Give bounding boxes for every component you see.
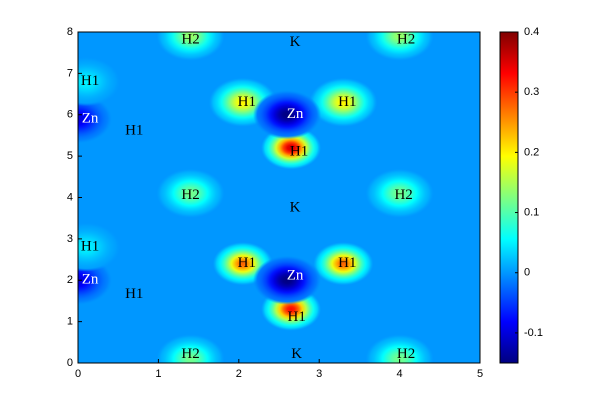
annotation: H1 <box>81 239 99 255</box>
peak <box>365 334 434 363</box>
x-tick-label: 2 <box>236 368 242 380</box>
y-tick-label: 7 <box>67 67 73 79</box>
annotation: H1 <box>125 286 143 302</box>
peak <box>313 242 374 286</box>
annotation: H1 <box>288 309 306 325</box>
y-tick-label: 0 <box>67 357 73 369</box>
peak <box>78 57 121 107</box>
peak <box>253 255 322 305</box>
annotation: Zn <box>287 106 304 122</box>
annotation: H1 <box>125 123 143 139</box>
heatmap-field <box>78 32 480 363</box>
peak <box>156 32 225 61</box>
x-tick-label: 4 <box>397 368 403 380</box>
annotation: H2 <box>397 346 415 362</box>
annotation: Zn <box>82 110 99 126</box>
annotation: H1 <box>338 255 356 271</box>
annotation: H2 <box>397 32 415 48</box>
peak <box>78 222 121 272</box>
annotation: H1 <box>290 143 308 159</box>
annotation: H1 <box>81 73 99 89</box>
annotation: Zn <box>82 272 99 288</box>
y-tick-label: 6 <box>67 109 73 121</box>
x-tick-label: 5 <box>477 368 483 380</box>
annotation: H1 <box>238 255 256 271</box>
peak <box>253 90 322 140</box>
y-tick-label: 1 <box>67 316 73 328</box>
y-tick-label: 2 <box>67 274 73 286</box>
x-tick-label: 3 <box>316 368 322 380</box>
y-tick-label: 4 <box>67 191 73 203</box>
annotation: K <box>290 199 301 215</box>
peak <box>78 94 112 144</box>
colorbar-tick-label: 0.3 <box>524 86 539 98</box>
colorbar-tick-label: 0.1 <box>524 206 539 218</box>
y-tick-label: 8 <box>67 26 73 38</box>
annotation: K <box>291 346 302 362</box>
annotation: H1 <box>338 94 356 110</box>
peak <box>365 32 434 61</box>
annotation: H2 <box>394 187 412 203</box>
colorbar-tick-label: 0.2 <box>524 146 539 158</box>
annotation: Zn <box>287 268 304 284</box>
colorbar <box>499 31 519 364</box>
x-tick-label: 1 <box>155 368 161 380</box>
peak <box>365 168 434 218</box>
y-tick-label: 5 <box>67 150 73 162</box>
colorbar-tick-label: -0.1 <box>524 327 543 339</box>
peak <box>309 77 378 127</box>
y-tick-label: 3 <box>67 233 73 245</box>
annotation: H1 <box>238 94 256 110</box>
peak <box>156 334 225 363</box>
annotation: K <box>290 34 301 50</box>
annotation: H2 <box>181 32 199 48</box>
x-tick-label: 0 <box>75 368 81 380</box>
colorbar-tick-label: 0.4 <box>524 26 539 38</box>
annotation: H2 <box>181 346 199 362</box>
annotation: H2 <box>181 187 199 203</box>
peak <box>156 168 225 218</box>
colorbar-tick-label: 0 <box>524 267 530 279</box>
